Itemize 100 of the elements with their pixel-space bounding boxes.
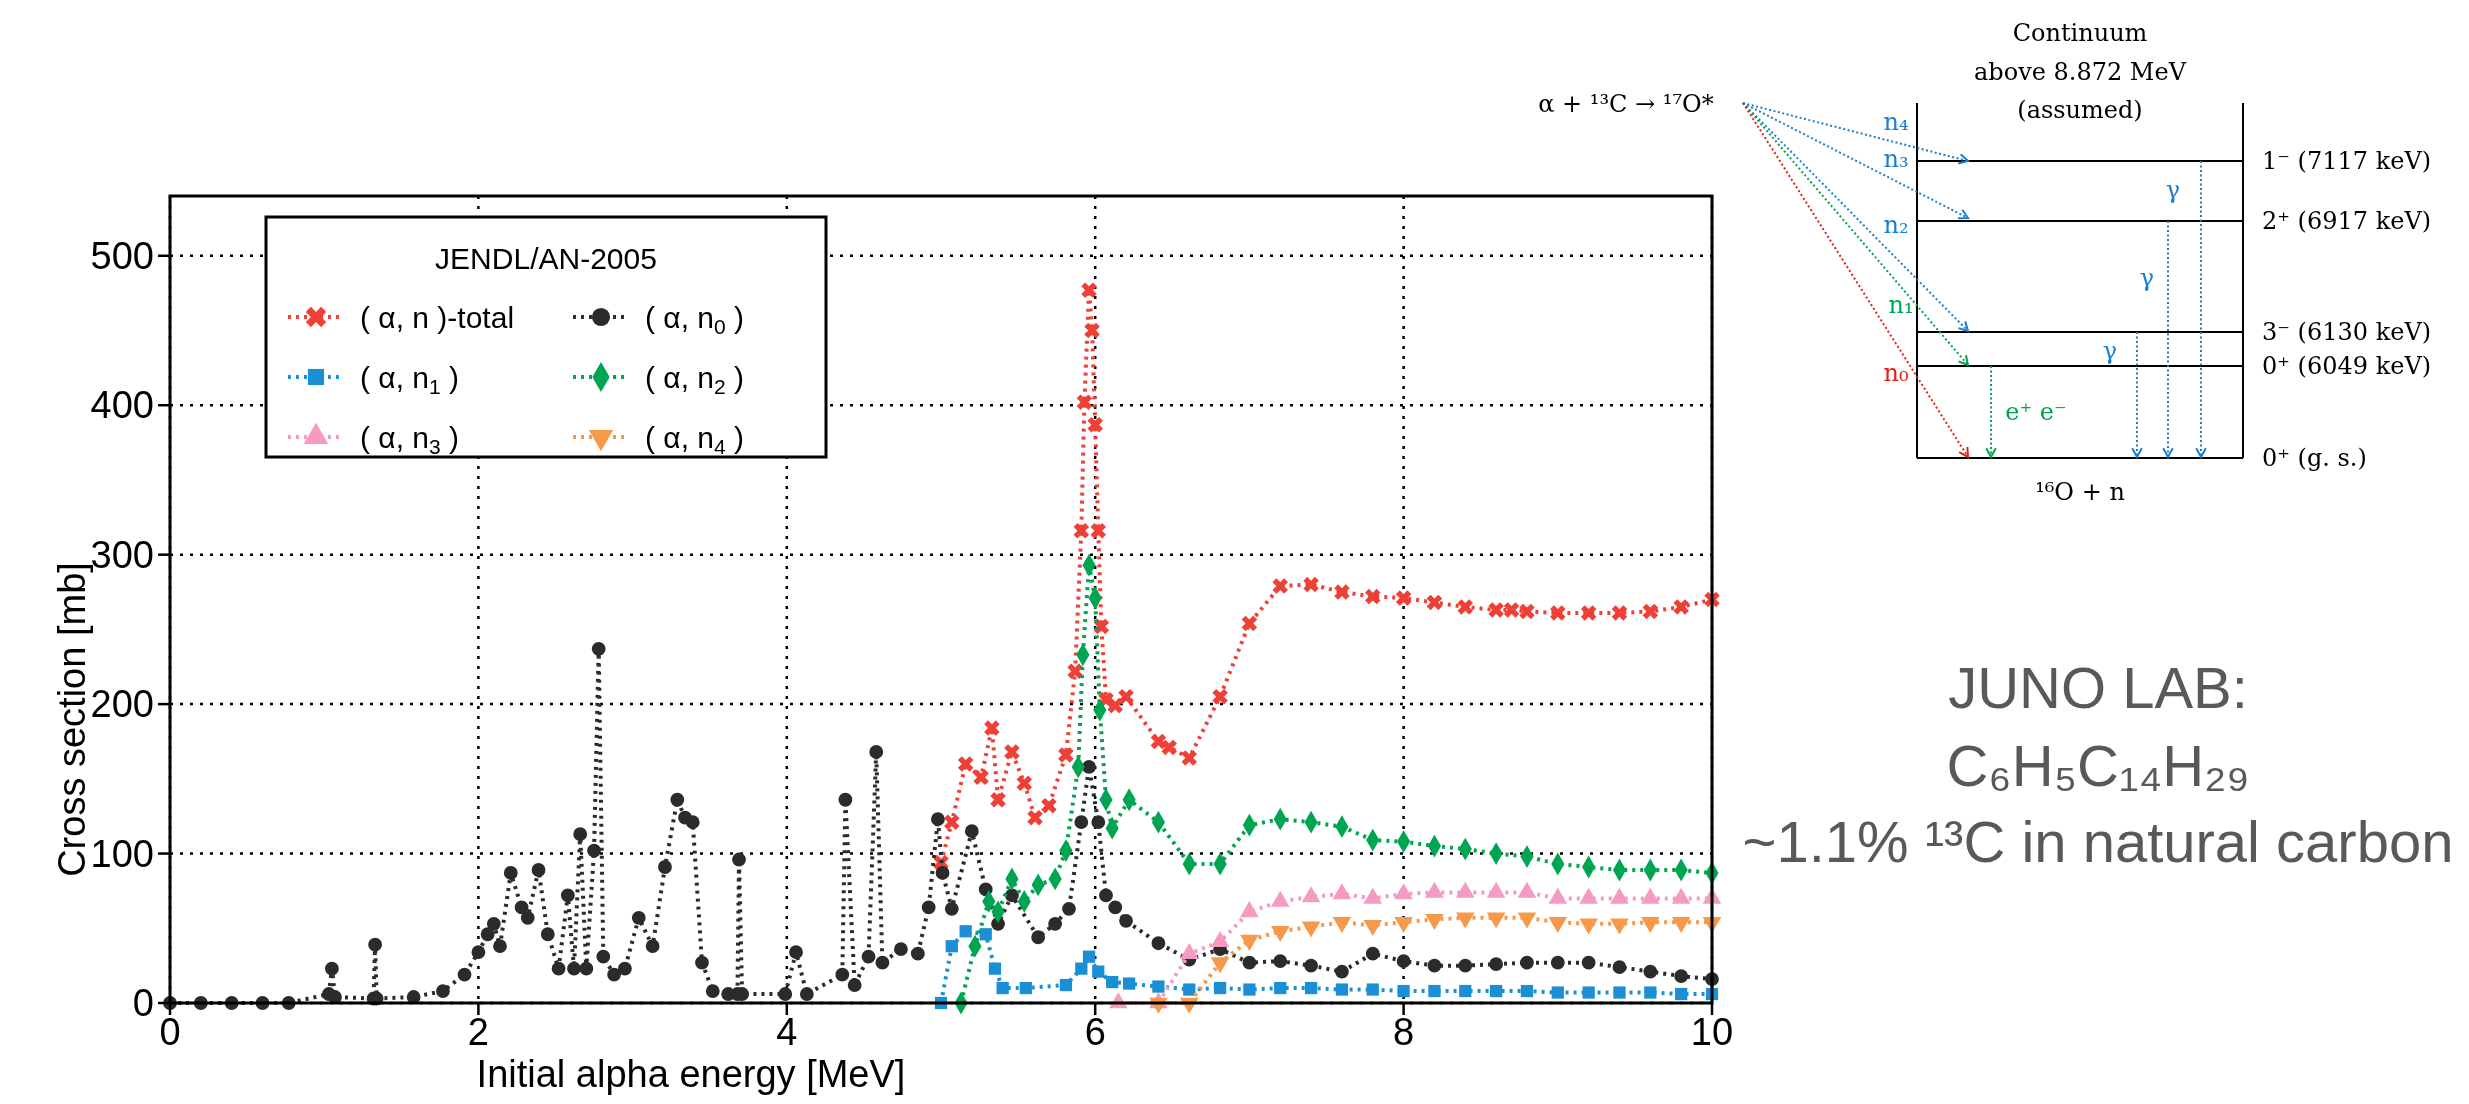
legend-label: ( α, n$_{1}$ ) [360, 361, 460, 399]
point [1335, 983, 1349, 996]
point [1084, 322, 1100, 339]
legend-label: ( α, n$_{3}$ ) [360, 421, 460, 459]
point [1428, 984, 1441, 998]
point [959, 925, 972, 938]
text: γ [2102, 337, 2118, 365]
point [1118, 688, 1134, 705]
text: e⁺ e⁻ [2005, 398, 2067, 426]
point [1550, 605, 1566, 621]
text: C₆H₅C₁₄H₂₉ [1946, 733, 2250, 798]
text: 1⁻ (7117 keV) [2262, 147, 2432, 175]
point [1016, 775, 1033, 792]
point [1092, 965, 1105, 978]
point [1075, 962, 1088, 975]
point [1365, 588, 1381, 605]
point [1123, 977, 1136, 990]
text: γ [2165, 176, 2181, 204]
text: n₃ [1883, 145, 1909, 173]
point [957, 756, 974, 772]
y-tick-label: 400 [90, 384, 154, 427]
point [1212, 688, 1228, 705]
point [988, 962, 1002, 975]
point [1426, 594, 1443, 611]
legend-title: JENDL/AN-2005 [435, 242, 657, 275]
text: JUNO LAB: [1948, 655, 2248, 720]
text: Continuum [2012, 19, 2148, 47]
point [1580, 605, 1597, 621]
y-tick-label: 0 [132, 982, 154, 1024]
text: α + ¹³C → ¹⁷O* [1538, 90, 1714, 118]
point [979, 928, 992, 941]
point [973, 769, 989, 786]
y-tick-label: 500 [90, 234, 154, 277]
point [1076, 394, 1093, 410]
text: 0⁺ (g. s.) [2262, 444, 2367, 472]
point [945, 940, 958, 953]
x-tick-label: 6 [1084, 1011, 1106, 1053]
point [990, 792, 1006, 808]
point [1183, 983, 1196, 996]
y-tick-label: 200 [90, 683, 154, 726]
text: 2⁺ (6917 keV) [2262, 207, 2432, 235]
text: γ [2139, 264, 2155, 292]
point [1551, 986, 1564, 999]
point [1395, 590, 1412, 606]
point [1459, 984, 1472, 998]
legend-label: ( α, n$_{4}$ ) [645, 421, 745, 459]
text: ¹⁶O + n [2035, 478, 2125, 506]
text: ~1.1% ¹³C in natural carbon [1742, 809, 2454, 874]
point [1081, 282, 1097, 298]
text: n₁ [1888, 291, 1914, 319]
point [1490, 984, 1503, 998]
text: n₄ [1883, 108, 1909, 136]
x-tick-label: 10 [1690, 1011, 1734, 1053]
point [1488, 602, 1504, 618]
point [1058, 747, 1074, 763]
point [1041, 797, 1057, 814]
point [1243, 983, 1256, 996]
x-tick-label: 8 [1393, 1011, 1415, 1053]
point [1090, 523, 1107, 539]
text: above 8.872 MeV [1974, 58, 2187, 86]
point [1181, 750, 1198, 766]
point [1067, 663, 1083, 679]
y-tick-label: 100 [90, 832, 154, 875]
x-tick-label: 4 [776, 1011, 798, 1053]
point [1152, 980, 1165, 993]
x-tick-label: 0 [159, 1011, 181, 1053]
legend-label: ( α, n$_{2}$ ) [645, 361, 745, 399]
point [1644, 986, 1657, 999]
text: n₂ [1883, 211, 1909, 239]
point [1073, 523, 1090, 539]
point [1274, 981, 1287, 995]
point [1642, 603, 1659, 620]
point [1107, 697, 1123, 714]
point [1213, 981, 1227, 995]
point [1106, 975, 1119, 989]
text: (assumed) [2017, 96, 2143, 124]
point [996, 981, 1009, 995]
x-tick-label: 2 [467, 1011, 489, 1053]
point [1019, 981, 1032, 995]
point [1582, 986, 1595, 999]
point [1027, 809, 1043, 826]
point [1519, 603, 1535, 620]
point [1503, 602, 1520, 618]
point [1520, 984, 1534, 998]
point [984, 720, 1000, 736]
point [1087, 416, 1103, 433]
text: 0⁺ (6049 keV) [2262, 352, 2432, 380]
point [1397, 984, 1410, 998]
point [1272, 578, 1288, 594]
point [1082, 950, 1096, 963]
x-axis-title: Initial alpha energy [MeV] [476, 1053, 906, 1095]
point [1366, 983, 1379, 996]
point [1161, 739, 1177, 756]
legend-label: ( α, n )-total [360, 301, 515, 334]
point [1673, 599, 1689, 615]
point [1611, 605, 1628, 621]
point [1004, 744, 1020, 760]
point [1613, 986, 1626, 999]
text: n₀ [1883, 359, 1909, 387]
point [1304, 981, 1318, 995]
